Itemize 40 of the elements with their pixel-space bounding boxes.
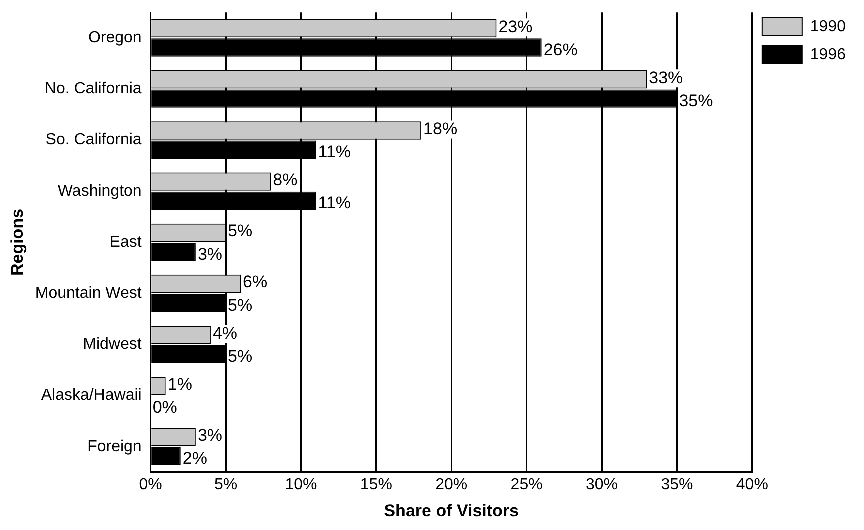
data-label: 5% bbox=[228, 296, 253, 315]
y-tick-label: Mountain West bbox=[35, 284, 142, 302]
data-label: 3% bbox=[198, 244, 223, 264]
y-tick-label: Foreign bbox=[88, 438, 142, 456]
x-tick-label: 0% bbox=[139, 476, 162, 494]
data-label: 8% bbox=[273, 170, 298, 190]
legend-label: 1990 bbox=[810, 18, 846, 36]
x-tick-label: 35% bbox=[661, 476, 694, 494]
x-tick-label: 5% bbox=[214, 476, 238, 494]
x-axis-title: Share of Visitors bbox=[384, 501, 520, 520]
x-tick-label: 25% bbox=[510, 476, 543, 494]
data-label: 26% bbox=[544, 40, 578, 60]
data-label: 3% bbox=[198, 426, 223, 445]
data-label: 11% bbox=[318, 142, 352, 162]
y-axis-title: Regions bbox=[8, 208, 27, 276]
y-tick-label: Midwest bbox=[83, 336, 142, 354]
y-tick-label: Alaska/Hawaii bbox=[41, 387, 142, 404]
x-tick-label: 10% bbox=[285, 476, 318, 494]
y-tick-label: No. California bbox=[44, 80, 142, 98]
data-label: 33% bbox=[649, 68, 684, 88]
data-label: 5% bbox=[228, 222, 253, 241]
data-label: 6% bbox=[243, 272, 268, 292]
data-label: 0% bbox=[152, 398, 178, 418]
x-tick-label: 30% bbox=[586, 476, 618, 494]
x-tick-label: 20% bbox=[436, 476, 468, 494]
y-tick-label: East bbox=[110, 234, 142, 251]
y-tick-label: So. California bbox=[46, 132, 142, 149]
y-tick-label: Oregon bbox=[88, 30, 142, 47]
x-tick-label: 40% bbox=[736, 476, 768, 494]
data-label: 35% bbox=[679, 92, 714, 110]
y-tick-label: Washington bbox=[58, 182, 142, 200]
legend-label: 1996 bbox=[810, 46, 846, 64]
data-label: 5% bbox=[228, 346, 253, 366]
data-label: 11% bbox=[318, 194, 352, 213]
data-label: 4% bbox=[212, 324, 238, 343]
data-label: 2% bbox=[182, 449, 208, 468]
data-label: 18% bbox=[424, 119, 458, 138]
data-label: 23% bbox=[498, 17, 533, 36]
data-label: 1% bbox=[168, 374, 192, 394]
x-tick-label: 15% bbox=[360, 476, 392, 494]
